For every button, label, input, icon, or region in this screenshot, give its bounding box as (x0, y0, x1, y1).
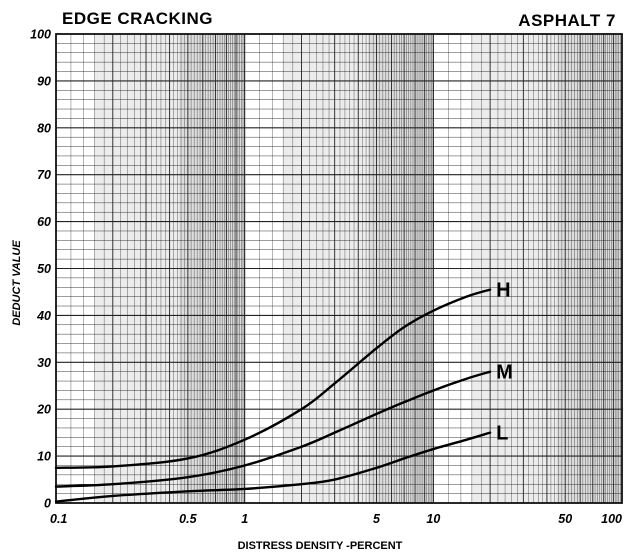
series-line-h (54, 288, 492, 470)
series-label-l: L (496, 423, 508, 445)
y-tick-label: 80 (37, 121, 51, 135)
series-group: H M L (54, 280, 513, 503)
plot-area: H M L (54, 33, 623, 504)
x-tick-labels: 0.1 0.5 1 5 10 50 100 (50, 512, 622, 526)
y-tick-label: 50 (37, 262, 51, 276)
y-tick-label: 70 (37, 168, 51, 182)
x-tick-label: 0.1 (50, 512, 67, 526)
series-label-h: H (496, 280, 510, 302)
y-tick-label: 60 (37, 215, 51, 229)
x-tick-label: 50 (558, 512, 572, 526)
y-tick-label: 10 (37, 450, 51, 464)
x-tick-label: 100 (601, 512, 622, 526)
x-tick-label: 10 (426, 512, 440, 526)
series-line-m (54, 370, 492, 488)
y-tick-label: 40 (36, 309, 51, 323)
x-tick-label: 5 (373, 512, 381, 526)
x-tick-label: 0.5 (179, 512, 197, 526)
x-tick-label: 1 (241, 512, 248, 526)
series-line-l (54, 431, 492, 503)
y-tick-label: 100 (30, 28, 51, 42)
plot-frame (55, 33, 623, 504)
chart-subtitle: ASPHALT 7 (518, 11, 616, 30)
y-axis-label: DEDUCT VALUE (11, 240, 23, 326)
y-tick-label: 0 (44, 497, 51, 511)
y-tick-label: 20 (36, 403, 51, 417)
y-tick-labels: 0 10 20 30 40 50 60 70 80 90 100 (30, 28, 51, 511)
grid (55, 33, 623, 504)
y-tick-label: 30 (37, 356, 51, 370)
x-axis-label: DISTRESS DENSITY -PERCENT (238, 540, 403, 552)
y-tick-label: 90 (37, 74, 51, 88)
series-label-m: M (496, 362, 513, 384)
chart-title: EDGE CRACKING (62, 9, 213, 28)
